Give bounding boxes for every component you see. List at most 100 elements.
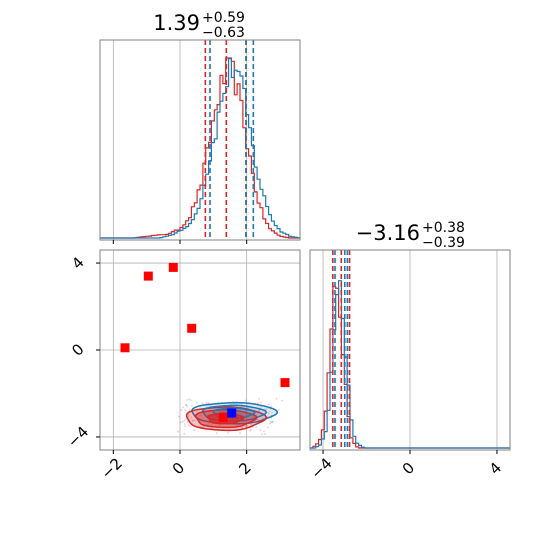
joint-series-b-sample-point <box>269 422 271 425</box>
joint-series-b-sample-point <box>269 410 271 413</box>
joint-series-b-sample-point <box>261 433 264 435</box>
param2-histogram-panel: −4 0 4 −3.16 +0.38 −0.39 <box>307 220 511 483</box>
joint-series-b-sample-point <box>182 406 185 409</box>
joint-series-a-sample-point <box>277 409 280 411</box>
joint-series-a-sample-point <box>281 399 284 402</box>
joint-series-b-sample-point <box>267 412 270 415</box>
joint-series-b-sample-point <box>242 421 245 423</box>
joint-series-b-sample-point <box>265 408 268 411</box>
param1-histogram-panel: 1.39 +0.59 −0.63 <box>99 10 301 244</box>
param1-histogram-ticks <box>112 240 248 244</box>
joint-series-b-sample-point <box>205 402 208 405</box>
param2-histogram-ticks: −4 0 4 <box>307 450 505 483</box>
joint-series-b-sample-point <box>264 433 266 435</box>
param1-title-median: 1.39 <box>153 11 200 35</box>
joint-series-a-sample-point <box>260 405 263 408</box>
joint-series-a-sample-point <box>258 398 260 400</box>
joint-series-b-sample-point <box>183 432 186 435</box>
joint-series-a-sample-point <box>189 425 192 428</box>
joint-series-b-sample-point <box>219 410 222 413</box>
joint-series-b-sample-point <box>257 402 259 405</box>
param2-histogram-series-a-histogram <box>310 280 510 449</box>
joint-series-b-sample-point <box>179 421 182 424</box>
joint-series-b-sample-point <box>256 418 259 421</box>
joint-series-a-sample-point <box>271 421 274 424</box>
param2-histogram-tick-label: −4 <box>307 454 335 482</box>
joint-series-a-sample-point <box>189 409 191 411</box>
joint-series-b-sample-point <box>183 423 186 425</box>
joint-series-b-sample-point <box>237 412 240 415</box>
joint-series-b-sample-point <box>252 415 255 418</box>
joint-red-marker <box>280 378 290 388</box>
param1-title-upper: +0.59 <box>202 10 245 26</box>
joint-series-a-sample-point <box>199 414 202 417</box>
joint-x-ticks: −2 0 2 <box>98 450 255 483</box>
joint-series-b-sample-point <box>207 402 210 405</box>
joint-series-a-sample-point <box>186 421 189 423</box>
joint-series-b-sample-point <box>187 413 190 416</box>
joint-x-tick-label: 0 <box>169 459 188 478</box>
joint-y-ticks: −4 0 4 <box>64 253 100 451</box>
joint-x-tick-label: −2 <box>98 454 126 482</box>
param1-histogram-series-b-histogram <box>100 57 300 239</box>
joint-series-a-sample-point <box>255 426 258 428</box>
joint-red-marker <box>218 412 228 422</box>
joint-series-a-sample-point <box>267 411 269 414</box>
joint-series-a-sample-point <box>186 405 189 408</box>
joint-series-a-sample-point <box>188 398 191 401</box>
joint-series-b-sample-point <box>239 432 242 435</box>
joint-red-marker <box>120 343 130 353</box>
joint-series-b-sample-point <box>250 428 252 431</box>
joint-series-a-sample-point <box>272 420 274 422</box>
param1-histogram-lines <box>100 40 301 240</box>
joint-series-a-sample-point <box>246 424 249 427</box>
joint-series-b-sample-point <box>188 415 190 417</box>
param1-histogram-frame <box>99 39 301 241</box>
joint-series-b-sample-point <box>240 403 243 406</box>
joint-series-b-sample-point <box>185 404 188 406</box>
joint-series-b-sample-point <box>258 409 261 412</box>
joint-series-a-sample-point <box>193 419 196 422</box>
joint-y-tick-label: 4 <box>68 253 87 272</box>
joint-series-b-sample-point <box>177 430 179 433</box>
joint-content <box>120 262 290 435</box>
joint-series-b-sample-point <box>258 409 260 411</box>
joint-series-a-sample-point <box>186 399 188 401</box>
joint-series-a-sample-point <box>275 397 278 400</box>
param2-histogram-lines <box>310 250 510 450</box>
joint-series-b-sample-point <box>191 419 194 422</box>
joint-series-b-sample-point <box>259 401 262 404</box>
joint-series-a-sample-point <box>221 411 224 413</box>
joint-series-b-sample-point <box>201 402 204 404</box>
joint-red-marker <box>143 271 153 281</box>
joint-series-b-sample-point <box>196 401 198 404</box>
joint-series-b-sample-point <box>208 422 210 425</box>
joint-series-a-sample-point <box>236 424 238 427</box>
joint-series-b-sample-point <box>263 430 265 433</box>
joint-series-b-sample-point <box>180 409 183 411</box>
joint-series-a-sample-point <box>250 424 253 426</box>
param1-histogram-series-a-histogram <box>100 58 301 239</box>
joint-series-a-sample-point <box>191 404 193 407</box>
param2-title-median: −3.16 <box>356 221 420 245</box>
joint-series-b-sample-point <box>259 429 262 431</box>
joint-series-a-sample-point <box>190 399 192 402</box>
joint-series-a-sample-point <box>183 419 186 422</box>
joint-series-b-sample-point <box>181 420 184 423</box>
joint-series-a-sample-point <box>269 420 272 423</box>
joint-series-b-sample-point <box>270 405 273 408</box>
joint-red-marker <box>168 262 178 272</box>
joint-series-a-sample-point <box>271 411 273 414</box>
joint-series-b-sample-point <box>241 426 244 429</box>
joint-series-a-sample-point <box>185 404 188 407</box>
joint-series-b-sample-point <box>210 427 213 429</box>
joint-series-b-sample-point <box>266 415 269 418</box>
joint-series-a-sample-point <box>256 413 259 416</box>
joint-series-a-sample-point <box>271 421 273 424</box>
param2-title-upper: +0.38 <box>422 220 465 236</box>
joint-series-b-sample-point <box>193 429 196 432</box>
joint-blue-marker <box>227 408 237 418</box>
param1-title-lower: −0.63 <box>202 25 245 41</box>
joint-series-a-sample-point <box>210 423 213 426</box>
joint-series-b-sample-point <box>249 429 252 432</box>
